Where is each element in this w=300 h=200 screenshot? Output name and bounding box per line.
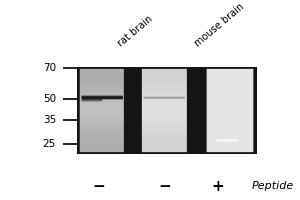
Text: 50: 50 — [43, 94, 56, 104]
Text: 35: 35 — [43, 115, 56, 125]
Text: mouse brain: mouse brain — [193, 1, 246, 48]
Text: −: − — [92, 179, 105, 194]
Text: rat brain: rat brain — [116, 14, 155, 48]
Text: 70: 70 — [43, 63, 56, 73]
Text: −: − — [159, 179, 171, 194]
Text: +: + — [212, 179, 224, 194]
Text: 25: 25 — [43, 139, 56, 149]
Text: Peptide: Peptide — [251, 181, 294, 191]
